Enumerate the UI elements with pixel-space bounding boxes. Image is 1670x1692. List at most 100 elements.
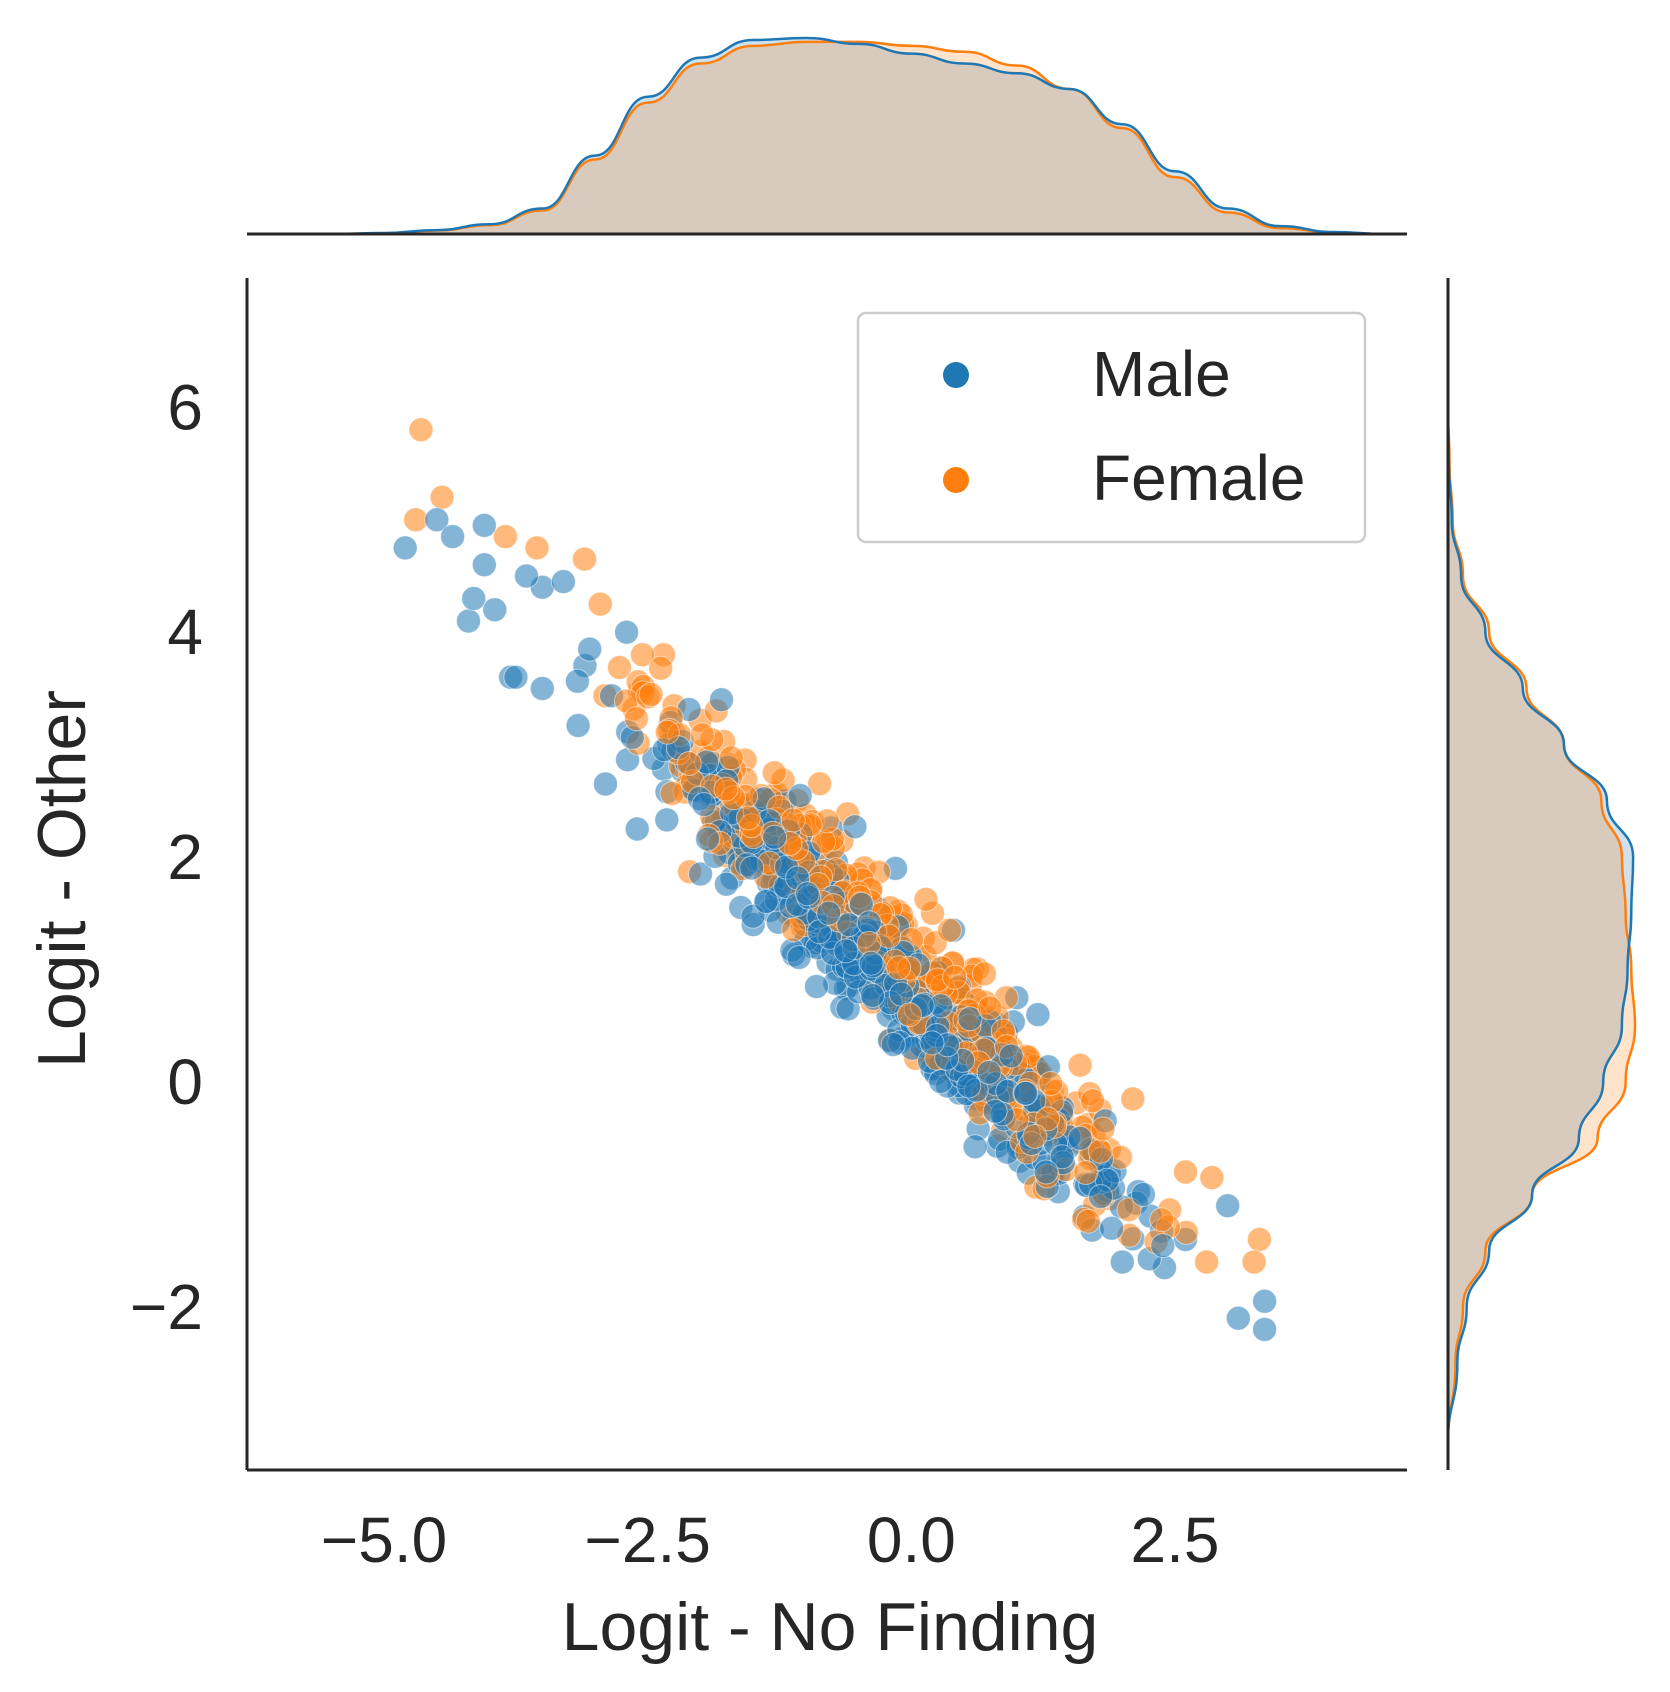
point-female — [654, 719, 680, 745]
y-tick-label: 0 — [167, 1046, 203, 1118]
point-male — [654, 807, 680, 833]
point-male — [424, 507, 450, 533]
point-male — [976, 1059, 1002, 1085]
point-female — [977, 995, 1003, 1021]
point-male — [739, 855, 765, 881]
y-tick-label: 2 — [167, 821, 203, 893]
point-male — [794, 881, 820, 907]
point-female — [1087, 1138, 1113, 1164]
point-female — [408, 417, 434, 443]
point-male — [529, 676, 555, 701]
point-female — [492, 524, 518, 550]
marginal-x-male-fill — [331, 38, 1386, 234]
legend-box — [856, 311, 1367, 544]
point-female — [648, 655, 674, 681]
legend-marker-female — [943, 467, 969, 493]
x-tick-label: 2.5 — [1131, 1504, 1220, 1576]
legend: Male Female — [856, 311, 1367, 544]
x-tick-label: 0.0 — [867, 1504, 956, 1576]
point-female — [1075, 1208, 1101, 1234]
x-axis-label: Logit - No Finding — [562, 1589, 1099, 1665]
point-male — [816, 900, 842, 926]
point-male — [1252, 1316, 1278, 1342]
point-female — [524, 535, 550, 561]
point-female — [676, 751, 702, 776]
point-female — [572, 546, 597, 572]
marginal-y-male-line — [1446, 407, 1635, 1442]
point-female — [971, 961, 997, 987]
point-male — [688, 861, 713, 887]
point-male — [503, 664, 529, 690]
point-female — [937, 917, 962, 943]
point-male — [1013, 1080, 1039, 1106]
point-male — [1225, 1305, 1251, 1331]
point-male — [624, 816, 650, 842]
point-male — [982, 1098, 1008, 1124]
marginal-x-density — [247, 36, 1407, 236]
point-female — [1199, 1165, 1225, 1191]
point-female — [942, 964, 968, 990]
point-male — [461, 586, 487, 611]
point-male — [919, 1030, 945, 1056]
point-female — [1246, 1227, 1272, 1252]
point-male — [858, 950, 884, 976]
point-female — [896, 1002, 922, 1028]
point-female — [913, 886, 939, 912]
point-female — [761, 760, 787, 786]
point-female — [587, 591, 613, 617]
point-male — [709, 687, 734, 713]
point-male — [695, 826, 721, 852]
point-male — [1099, 1215, 1125, 1241]
marginal-x-female-line — [331, 40, 1386, 236]
point-male — [804, 974, 829, 999]
point-female — [781, 917, 807, 943]
point-male — [957, 1006, 983, 1032]
point-female — [807, 771, 833, 797]
point-male — [440, 524, 466, 550]
marginal-y-density — [1446, 278, 1637, 1470]
marginal-x-male-line — [331, 36, 1386, 236]
y-tick-label: 4 — [167, 596, 203, 668]
point-female — [1080, 1088, 1106, 1114]
legend-label-male: Male — [1092, 338, 1231, 410]
point-male — [456, 608, 481, 634]
point-female — [689, 722, 715, 748]
y-tick-label: −2 — [130, 1271, 203, 1343]
point-female — [718, 745, 744, 771]
point-female — [1241, 1249, 1267, 1275]
marginal-y-female-fill — [1448, 407, 1635, 1442]
point-male — [565, 713, 591, 738]
point-female — [403, 507, 429, 533]
point-male — [860, 983, 885, 1008]
point-male — [786, 945, 812, 970]
point-male — [787, 783, 813, 808]
point-female — [638, 682, 664, 707]
x-tick-label: −5.0 — [321, 1504, 447, 1576]
point-female — [886, 955, 912, 981]
point-male — [482, 597, 508, 623]
point-male — [713, 871, 739, 897]
point-female — [1038, 1071, 1064, 1096]
point-female — [1194, 1249, 1220, 1275]
point-male — [1109, 1249, 1135, 1275]
y-axis-label: Logit - Other — [24, 690, 100, 1068]
point-male — [956, 1073, 982, 1099]
point-female — [1120, 1086, 1146, 1112]
point-male — [392, 535, 418, 561]
point-male — [1130, 1182, 1156, 1207]
point-male — [471, 552, 497, 578]
point-female — [630, 642, 655, 668]
point-female — [1149, 1207, 1175, 1233]
point-female — [607, 655, 632, 680]
point-female — [1073, 1160, 1099, 1185]
point-female — [1067, 1052, 1093, 1078]
point-female — [1035, 1106, 1061, 1132]
point-male — [550, 569, 576, 595]
point-male — [564, 668, 590, 694]
point-female — [713, 776, 739, 802]
point-male — [1033, 1159, 1059, 1185]
marginal-x-female-fill — [331, 41, 1386, 234]
point-male — [514, 563, 539, 589]
point-male — [880, 1032, 906, 1057]
